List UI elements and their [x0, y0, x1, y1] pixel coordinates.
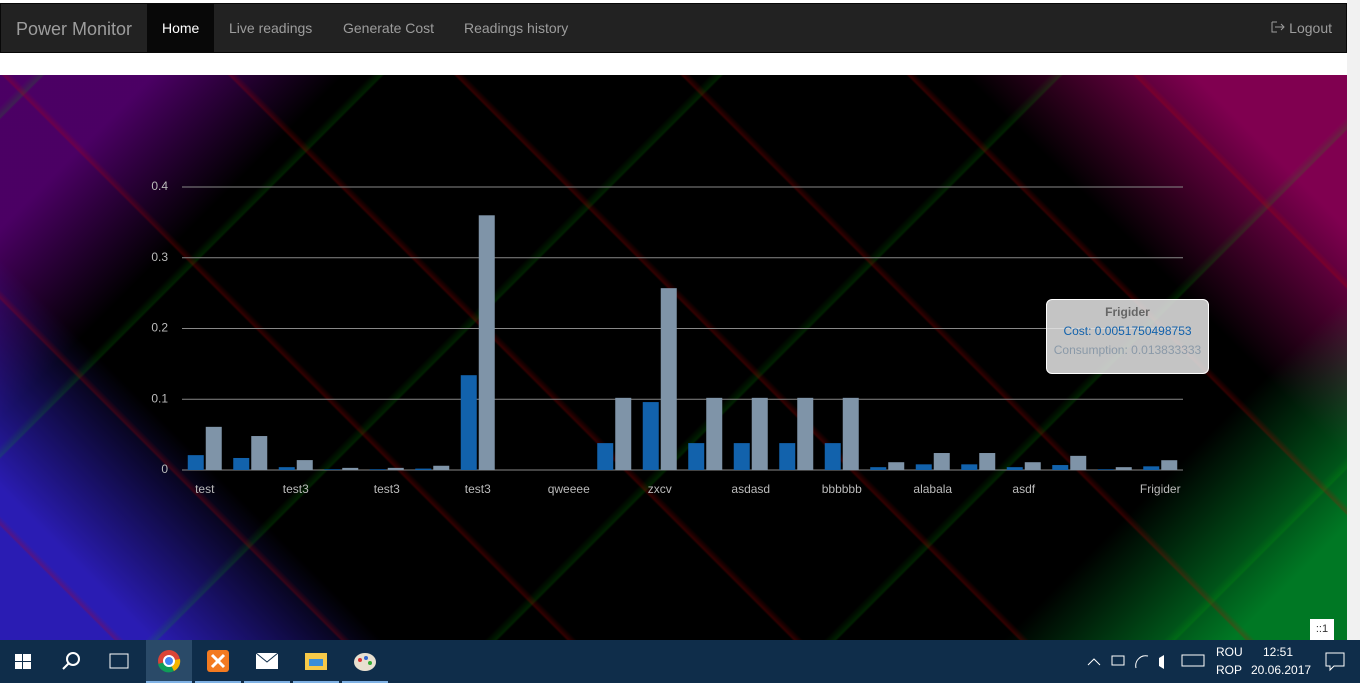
bar [779, 443, 796, 470]
brand[interactable]: Power Monitor [16, 19, 133, 39]
paint-app[interactable] [342, 640, 388, 683]
logout[interactable]: Logout [1271, 4, 1332, 52]
bar [1097, 469, 1114, 470]
y-tick-label: 0.4 [151, 179, 168, 193]
bar [1161, 460, 1178, 470]
bar [597, 443, 614, 470]
bar [1115, 467, 1132, 470]
bar [369, 469, 386, 470]
bar [1143, 466, 1160, 470]
bar [342, 467, 359, 470]
mail-app[interactable] [244, 640, 290, 683]
bar [387, 467, 404, 470]
tooltip-line: Cost: 0.0051750498753 [1063, 324, 1192, 338]
bar [1024, 462, 1041, 470]
bar [888, 462, 905, 470]
x-tick-label: zxcv [648, 482, 672, 496]
y-tick-label: 0 [161, 462, 168, 476]
tooltip-line: Consumption: 0.013833333 [1053, 343, 1202, 357]
bar [706, 397, 723, 470]
bar [296, 460, 313, 470]
bar [460, 375, 477, 470]
bar [433, 465, 450, 470]
y-tick-label: 0.3 [151, 250, 168, 264]
x-tick-label: test3 [283, 482, 309, 496]
bar [251, 436, 268, 470]
clock-date[interactable]: 20.06.2017 [1251, 663, 1312, 677]
lang[interactable]: ROU [1216, 645, 1243, 659]
bar [233, 457, 250, 470]
x-tick-label: alabala [913, 482, 952, 496]
tray-icons[interactable] [1086, 640, 1206, 683]
bar [824, 443, 841, 470]
lang[interactable]: ROP [1216, 663, 1243, 677]
xampp-app[interactable] [195, 640, 241, 683]
bar [961, 464, 978, 470]
bar [870, 467, 887, 470]
logout-text: Logout [1289, 20, 1332, 36]
bar [933, 453, 950, 470]
bar [278, 467, 295, 470]
navbar: Power Monitor Home Live readings Generat… [0, 3, 1347, 53]
nav-link[interactable]: Home [147, 4, 215, 52]
logout-icon [1271, 21, 1285, 33]
nav-link[interactable]: Generate Cost [343, 20, 435, 36]
x-tick-label: qweeee [548, 482, 590, 496]
bar [797, 397, 814, 470]
x-tick-label: asdasd [731, 482, 770, 496]
bar [688, 443, 705, 470]
y-tick-label: 0.1 [151, 391, 168, 405]
scrollbar[interactable] [1347, 0, 1360, 640]
bar [842, 397, 859, 470]
start-button[interactable] [0, 640, 46, 683]
bar [751, 397, 768, 470]
bar [324, 469, 341, 470]
nav-link[interactable]: Readings history [464, 20, 569, 36]
bar [205, 426, 222, 470]
bar [733, 443, 750, 470]
bar [415, 468, 432, 470]
task-view[interactable] [96, 640, 142, 683]
bar [1070, 455, 1087, 470]
clock-time[interactable]: 12:51 [1263, 645, 1294, 659]
x-tick-label: test3 [374, 482, 400, 496]
nav-link[interactable]: Live readings [229, 20, 313, 36]
bar [1006, 467, 1023, 470]
x-tick-label: asdf [1012, 482, 1035, 496]
bar [615, 397, 632, 470]
bar [915, 464, 932, 470]
x-tick-label: bbbbbb [822, 482, 862, 496]
taskbar: ROU ROP 12:51 20.06.2017 [0, 640, 1360, 683]
chrome-app[interactable] [146, 640, 192, 683]
bar [187, 455, 204, 470]
bar [642, 402, 659, 470]
tooltip: Frigider Cost: 0.0051750498753 Consumpti… [1046, 299, 1209, 374]
x-tick-label: Frigider [1140, 482, 1181, 496]
search-button[interactable] [48, 640, 94, 683]
y-tick-label: 0.2 [151, 321, 168, 335]
badge: ::1 [1310, 619, 1334, 640]
x-tick-label: test3 [465, 482, 491, 496]
chart: 0 0.1 0.2 0.3 0.4 test test3 test3 test3 qweeee zx… [151, 179, 1183, 496]
bar [660, 288, 677, 470]
bar [478, 215, 495, 470]
x-tick-label: test [195, 482, 215, 496]
explorer-app[interactable] [293, 640, 339, 683]
bar [1052, 465, 1069, 470]
notifications[interactable] [1314, 640, 1360, 683]
bar [979, 453, 996, 470]
tooltip-title: Frigider [1105, 305, 1150, 319]
